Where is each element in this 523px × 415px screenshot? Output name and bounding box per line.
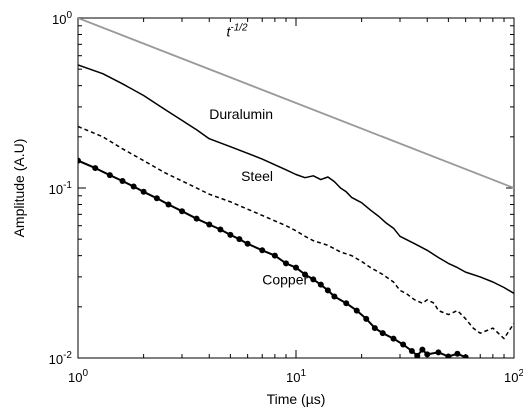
data-point-copper [324, 287, 331, 294]
series-duralumin [78, 64, 514, 295]
data-point-copper [236, 236, 243, 243]
data-point-copper [414, 352, 421, 358]
data-point-copper [193, 215, 200, 222]
series-label-duralumin: Duralumin [209, 106, 273, 122]
series-steel [78, 125, 514, 340]
data-point-copper [317, 281, 324, 288]
y-tick-label: 100 [52, 10, 72, 27]
data-point-copper [78, 157, 81, 164]
data-point-copper [92, 165, 99, 172]
data-point-copper [408, 347, 415, 354]
data-point-copper [283, 260, 290, 267]
data-point-copper [445, 353, 452, 358]
series-label-copper: Copper [262, 272, 308, 288]
data-point-copper [419, 346, 426, 353]
data-point-copper [130, 183, 137, 190]
data-point-copper [390, 335, 397, 342]
series-line-duralumin [78, 64, 514, 295]
y-axis-title: Amplitude (A.U) [11, 139, 27, 238]
plot-frame [77, 17, 515, 359]
x-tick-label: 102 [504, 368, 523, 385]
data-point-copper [371, 325, 378, 332]
data-point-copper [462, 354, 469, 358]
data-point-copper [259, 247, 266, 254]
series-layer [78, 18, 514, 358]
series-line-t [78, 18, 514, 189]
data-point-copper [400, 341, 407, 348]
data-point-copper [343, 300, 350, 307]
data-point-copper [271, 252, 278, 259]
data-point-copper [353, 307, 360, 314]
data-point-copper [293, 264, 299, 271]
data-point-copper [244, 240, 251, 247]
y-tick-label: 10-1 [49, 180, 73, 197]
data-point-copper [140, 188, 147, 195]
x-tick-label: 101 [286, 368, 306, 385]
data-point-copper [217, 226, 224, 233]
data-point-copper [165, 201, 172, 208]
data-point-copper [227, 231, 234, 238]
data-point-copper [119, 177, 126, 184]
data-point-copper [302, 271, 309, 278]
series-line-steel [78, 125, 514, 340]
series-t [78, 18, 514, 189]
series-label-steel: Steel [241, 168, 273, 184]
tick-labels: 100 101 102 10-2 10-1 100 [49, 10, 523, 385]
y-tick-label: 10-2 [49, 350, 73, 367]
data-point-copper [454, 350, 461, 357]
data-point-copper [424, 351, 431, 358]
series-label-t: t-1/2 [227, 22, 249, 39]
data-point-copper [153, 195, 160, 202]
data-point-copper [435, 349, 442, 356]
x-tick-label: 100 [68, 368, 88, 385]
data-point-copper [331, 293, 338, 300]
data-point-copper [179, 208, 186, 215]
data-point-copper [379, 330, 386, 337]
series-labels: t-1/2 Duralumin Steel Copper [209, 22, 308, 287]
x-axis-title: Time (µs) [267, 391, 326, 407]
data-point-copper [206, 221, 213, 228]
data-point-copper [106, 172, 113, 179]
data-point-copper [310, 276, 317, 283]
data-point-copper [363, 315, 370, 322]
series-copper [78, 157, 469, 358]
